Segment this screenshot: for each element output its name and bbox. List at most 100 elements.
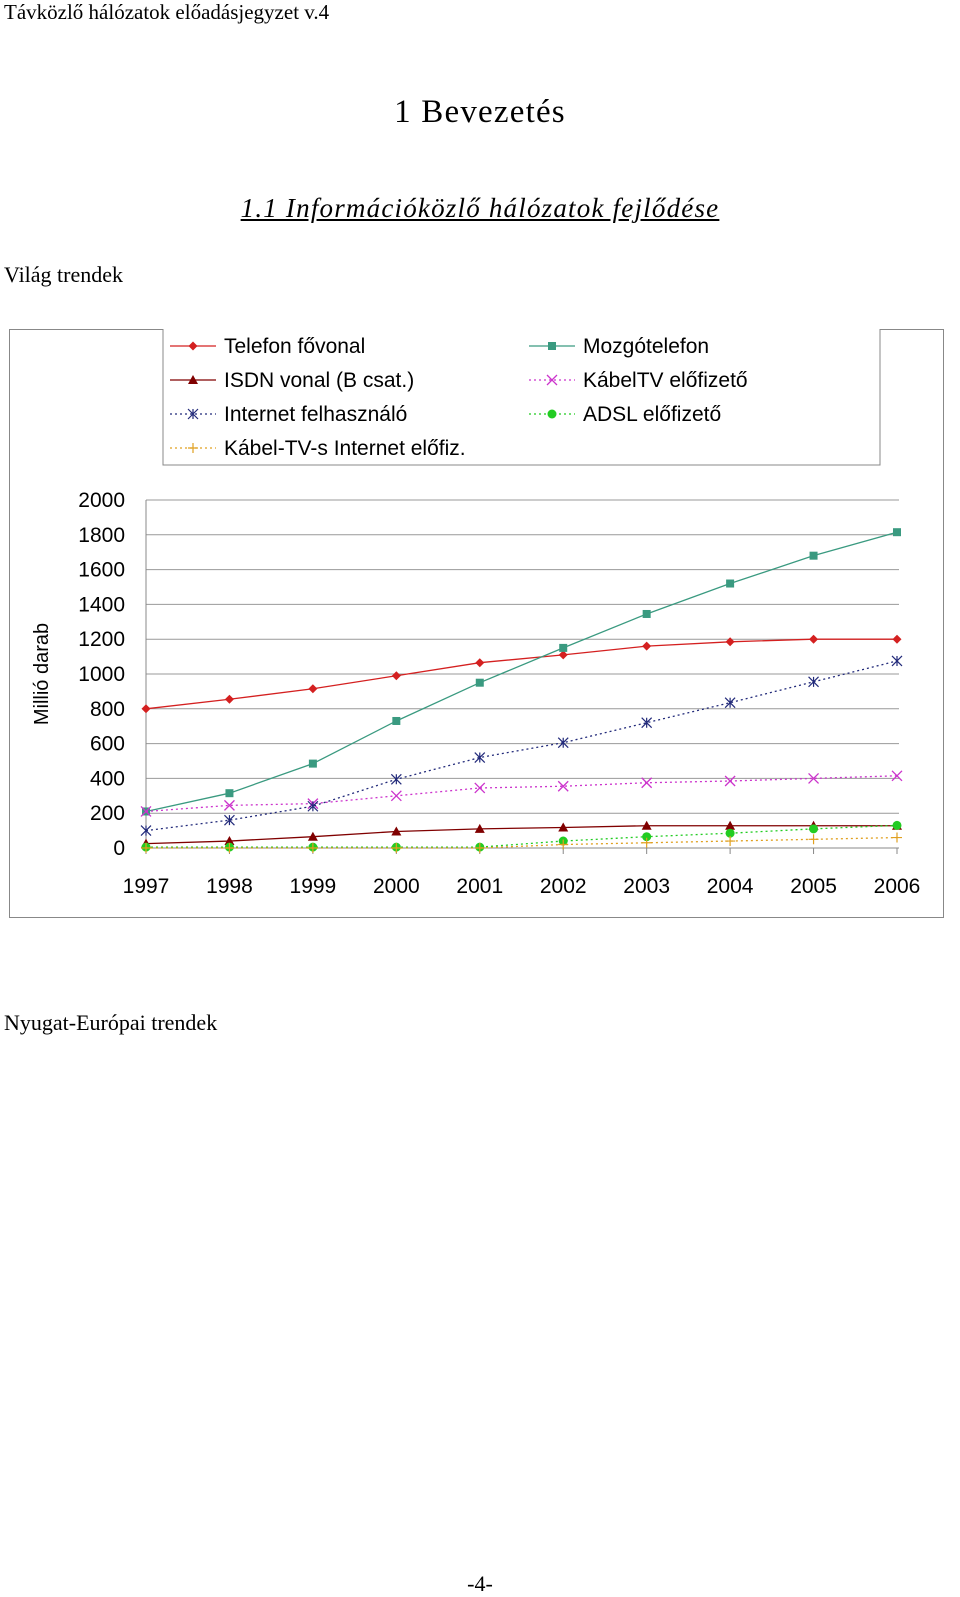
data-point [474, 752, 486, 763]
data-point [641, 837, 652, 848]
data-point [224, 843, 235, 853]
legend-label: ADSL előfizető [583, 403, 721, 426]
x-tick-label: 1997 [123, 875, 170, 898]
series-1 [141, 634, 902, 714]
legend-box [162, 325, 881, 466]
data-point [390, 773, 402, 785]
chart-svg: Telefon fővonal Mozgótelefon ISDN vonal (B… [9, 325, 944, 918]
series-5 [140, 655, 903, 837]
legend-item: Kábel-TV-s Internet előfiz. [170, 437, 466, 460]
series-line [145, 825, 897, 845]
world-trends-label: Világ trendek [4, 262, 124, 287]
data-point [224, 694, 234, 704]
series-4 [140, 770, 903, 817]
data-point [558, 650, 568, 660]
data-point [188, 443, 198, 453]
x-tick-label: 2001 [456, 875, 503, 898]
data-point [559, 643, 568, 652]
data-point [547, 409, 557, 419]
series-line [145, 775, 898, 813]
gridlines [145, 499, 899, 854]
legend-item: KábelTV előfizető [529, 369, 748, 392]
y-tick-label: 600 [90, 733, 125, 756]
y-tick-label: 1000 [78, 663, 125, 686]
data-point [892, 634, 902, 644]
legend-item: ISDN vonal (B csat.) [170, 369, 414, 392]
data-point [557, 780, 569, 792]
data-point [548, 342, 556, 350]
running-header: Távközlő hálózatok előadásjegyzet v.4 [4, 0, 330, 24]
data-point [474, 782, 486, 794]
data-point [557, 737, 569, 749]
legend-item: ADSL előfizető [529, 403, 721, 426]
legend-item: Telefon fővonal [170, 335, 365, 358]
data-point [558, 839, 569, 850]
y-tick-label: 200 [90, 802, 125, 825]
data-point [546, 374, 558, 386]
data-point [642, 832, 652, 842]
page-number: -4- [467, 1571, 493, 1596]
legend-label: Kábel-TV-s Internet előfiz. [224, 437, 466, 460]
series-line [146, 836, 898, 849]
data-point [307, 831, 318, 841]
data-point [642, 641, 652, 651]
data-point [141, 843, 151, 853]
data-point [724, 775, 736, 787]
series-group [140, 528, 903, 853]
x-tick-label: 2000 [373, 875, 420, 898]
data-point [224, 814, 235, 826]
y-tick-label: 1800 [78, 524, 125, 547]
legend-label: ISDN vonal (B csat.) [224, 369, 414, 392]
data-point [891, 770, 903, 782]
data-point [391, 671, 401, 681]
data-point [390, 790, 402, 802]
legend-label: Mozgótelefon [583, 335, 709, 358]
data-point [475, 658, 485, 668]
data-point [474, 823, 485, 833]
data-point [641, 777, 653, 789]
data-point [642, 609, 651, 618]
legend-label: KábelTV előfizető [583, 369, 748, 392]
data-point [308, 759, 317, 768]
data-point [225, 789, 234, 798]
data-point [308, 684, 318, 694]
legend-item: Internet felhasználó [170, 403, 407, 426]
data-point [224, 836, 235, 846]
data-point [391, 843, 402, 853]
data-point [808, 772, 820, 784]
y-tick-label: 1400 [78, 593, 125, 616]
data-point [641, 820, 652, 830]
y-axis-label: Millió darab [31, 623, 53, 725]
x-tick-labels: 1997 1998 1999 2000 2001 2002 2003 2004 2005 2006 [123, 875, 921, 898]
y-tick-label: 2000 [78, 489, 125, 512]
y-tick-label: 1200 [78, 628, 125, 651]
chapter-heading: 1 Bevezetés [394, 94, 566, 130]
data-point [307, 800, 319, 812]
data-point [392, 716, 401, 725]
data-point [724, 697, 736, 709]
data-point [808, 676, 819, 688]
data-point [725, 836, 736, 847]
data-point [223, 799, 235, 811]
legend-item: Mozgótelefon [529, 335, 709, 358]
data-point [725, 820, 736, 830]
west-europe-trends-label: Nyugat-Európai trendek [4, 1010, 218, 1035]
series-line [146, 824, 898, 848]
data-point [892, 820, 902, 830]
y-tick-label: 800 [90, 698, 125, 721]
world-trends-chart: Telefon fővonal Mozgótelefon ISDN vonal (B… [9, 325, 960, 933]
series-7 [141, 832, 902, 853]
data-point [391, 826, 402, 836]
data-point [188, 341, 198, 351]
data-point [725, 828, 735, 838]
x-tick-label: 2004 [707, 875, 754, 898]
data-point [188, 375, 198, 384]
data-point [725, 637, 735, 647]
legend-label: Telefon fővonal [224, 335, 365, 358]
legend-label: Internet felhasználó [224, 403, 407, 426]
x-tick-label: 2003 [623, 875, 670, 898]
series-line [145, 638, 897, 710]
data-point [141, 704, 151, 714]
data-point [893, 528, 901, 537]
data-point [475, 678, 484, 687]
